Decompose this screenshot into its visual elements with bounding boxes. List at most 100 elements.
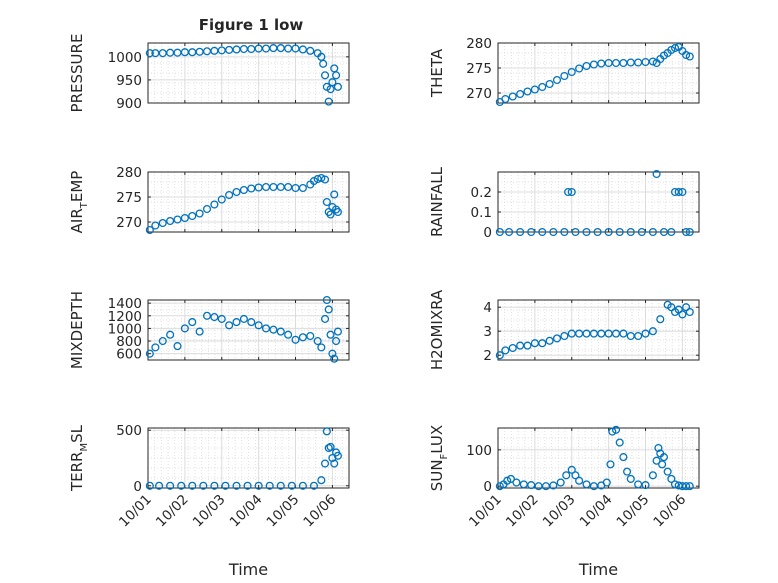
data-point	[575, 64, 584, 73]
y-tick-label: 600	[116, 347, 142, 363]
axes-box	[147, 299, 350, 361]
data-point	[593, 227, 602, 237]
data-point	[210, 481, 219, 490]
data-point	[324, 97, 333, 106]
data-point	[560, 71, 569, 81]
data-point	[658, 460, 667, 469]
axes-box	[497, 299, 700, 361]
data-point	[523, 87, 532, 96]
data-point	[199, 481, 208, 490]
data-point	[516, 227, 525, 237]
data-point	[506, 474, 515, 483]
data-point	[326, 330, 335, 339]
data-point	[333, 82, 342, 91]
data-point	[232, 481, 241, 490]
data-point	[682, 482, 691, 491]
data-point	[562, 471, 571, 480]
data-point	[582, 61, 591, 71]
data-point	[670, 480, 680, 489]
data-point	[254, 481, 263, 490]
subplot-1: 900 950 1000 PRESSURE	[68, 34, 350, 112]
data-point	[202, 311, 212, 320]
x-tick-label: 10/06	[650, 492, 689, 531]
data-point	[306, 331, 315, 341]
data-point	[619, 453, 628, 462]
data-point	[217, 314, 226, 323]
data-point	[158, 218, 167, 228]
x-tick-label: 10/02	[153, 492, 192, 531]
data-point	[685, 52, 694, 61]
data-point	[552, 334, 562, 343]
data-point	[333, 451, 342, 460]
data-point	[328, 349, 337, 358]
data-point	[145, 225, 154, 235]
data-point	[626, 474, 635, 483]
data-point	[330, 354, 339, 363]
data-point	[225, 321, 234, 330]
subplot-6: 2 3 4 H2OMIXRA	[428, 289, 700, 370]
y-axis-label: TERRMSL	[68, 424, 90, 492]
data-point	[166, 330, 175, 339]
data-point	[145, 349, 154, 358]
data-point	[634, 331, 643, 341]
x-tick-label: 10/05	[614, 492, 653, 531]
data-point	[320, 459, 330, 468]
data-point	[180, 324, 189, 333]
data-point	[291, 335, 300, 344]
data-point	[501, 346, 510, 355]
data-point	[195, 209, 204, 218]
data-point	[151, 343, 160, 352]
data-point	[291, 44, 300, 53]
data-point	[261, 324, 271, 333]
data-point	[648, 227, 657, 237]
y-tick-label: 1200	[108, 309, 142, 325]
x-tick-label: 10/04	[227, 492, 266, 531]
data-point	[210, 313, 219, 322]
y-tick-label: 1000	[108, 50, 142, 66]
data-point	[582, 480, 591, 489]
data-point	[332, 337, 341, 346]
subplot-2: 270 275 280 THETA	[428, 36, 700, 107]
data-point	[298, 45, 307, 54]
data-point	[276, 327, 285, 336]
data-point	[284, 330, 293, 339]
data-point	[505, 227, 514, 237]
data-point	[326, 442, 335, 451]
data-point	[320, 314, 330, 323]
x-tick-label: 10/03	[540, 492, 579, 531]
data-point	[560, 331, 569, 341]
figure-title: Figure 1 low	[199, 16, 304, 34]
data-point	[151, 221, 160, 230]
y-tick-label: 100	[466, 443, 492, 459]
data-point	[298, 481, 307, 490]
data-point	[232, 187, 241, 197]
data-point	[177, 481, 186, 490]
data-point	[567, 187, 576, 197]
data-point	[575, 476, 584, 485]
axes-box	[147, 171, 350, 233]
y-tick-label: 0	[483, 225, 492, 241]
y-axis-label: RAINFALL	[428, 166, 446, 237]
data-point	[210, 200, 219, 209]
data-point	[330, 459, 339, 468]
data-point	[571, 227, 580, 237]
data-point	[654, 443, 663, 453]
y-tick-label: 275	[116, 190, 142, 206]
data-point	[606, 460, 615, 469]
data-point	[188, 481, 197, 490]
data-point	[309, 481, 319, 490]
data-point	[582, 227, 591, 237]
data-point	[527, 481, 536, 490]
data-point	[549, 481, 558, 490]
data-point	[298, 333, 307, 342]
data-point	[682, 227, 691, 237]
data-point	[501, 94, 510, 104]
data-point	[523, 341, 532, 350]
x-tick-label: 10/03	[190, 492, 229, 531]
data-point	[313, 337, 322, 346]
data-point	[322, 427, 331, 436]
data-point	[545, 79, 554, 89]
data-point	[604, 227, 613, 237]
data-point	[158, 337, 167, 346]
